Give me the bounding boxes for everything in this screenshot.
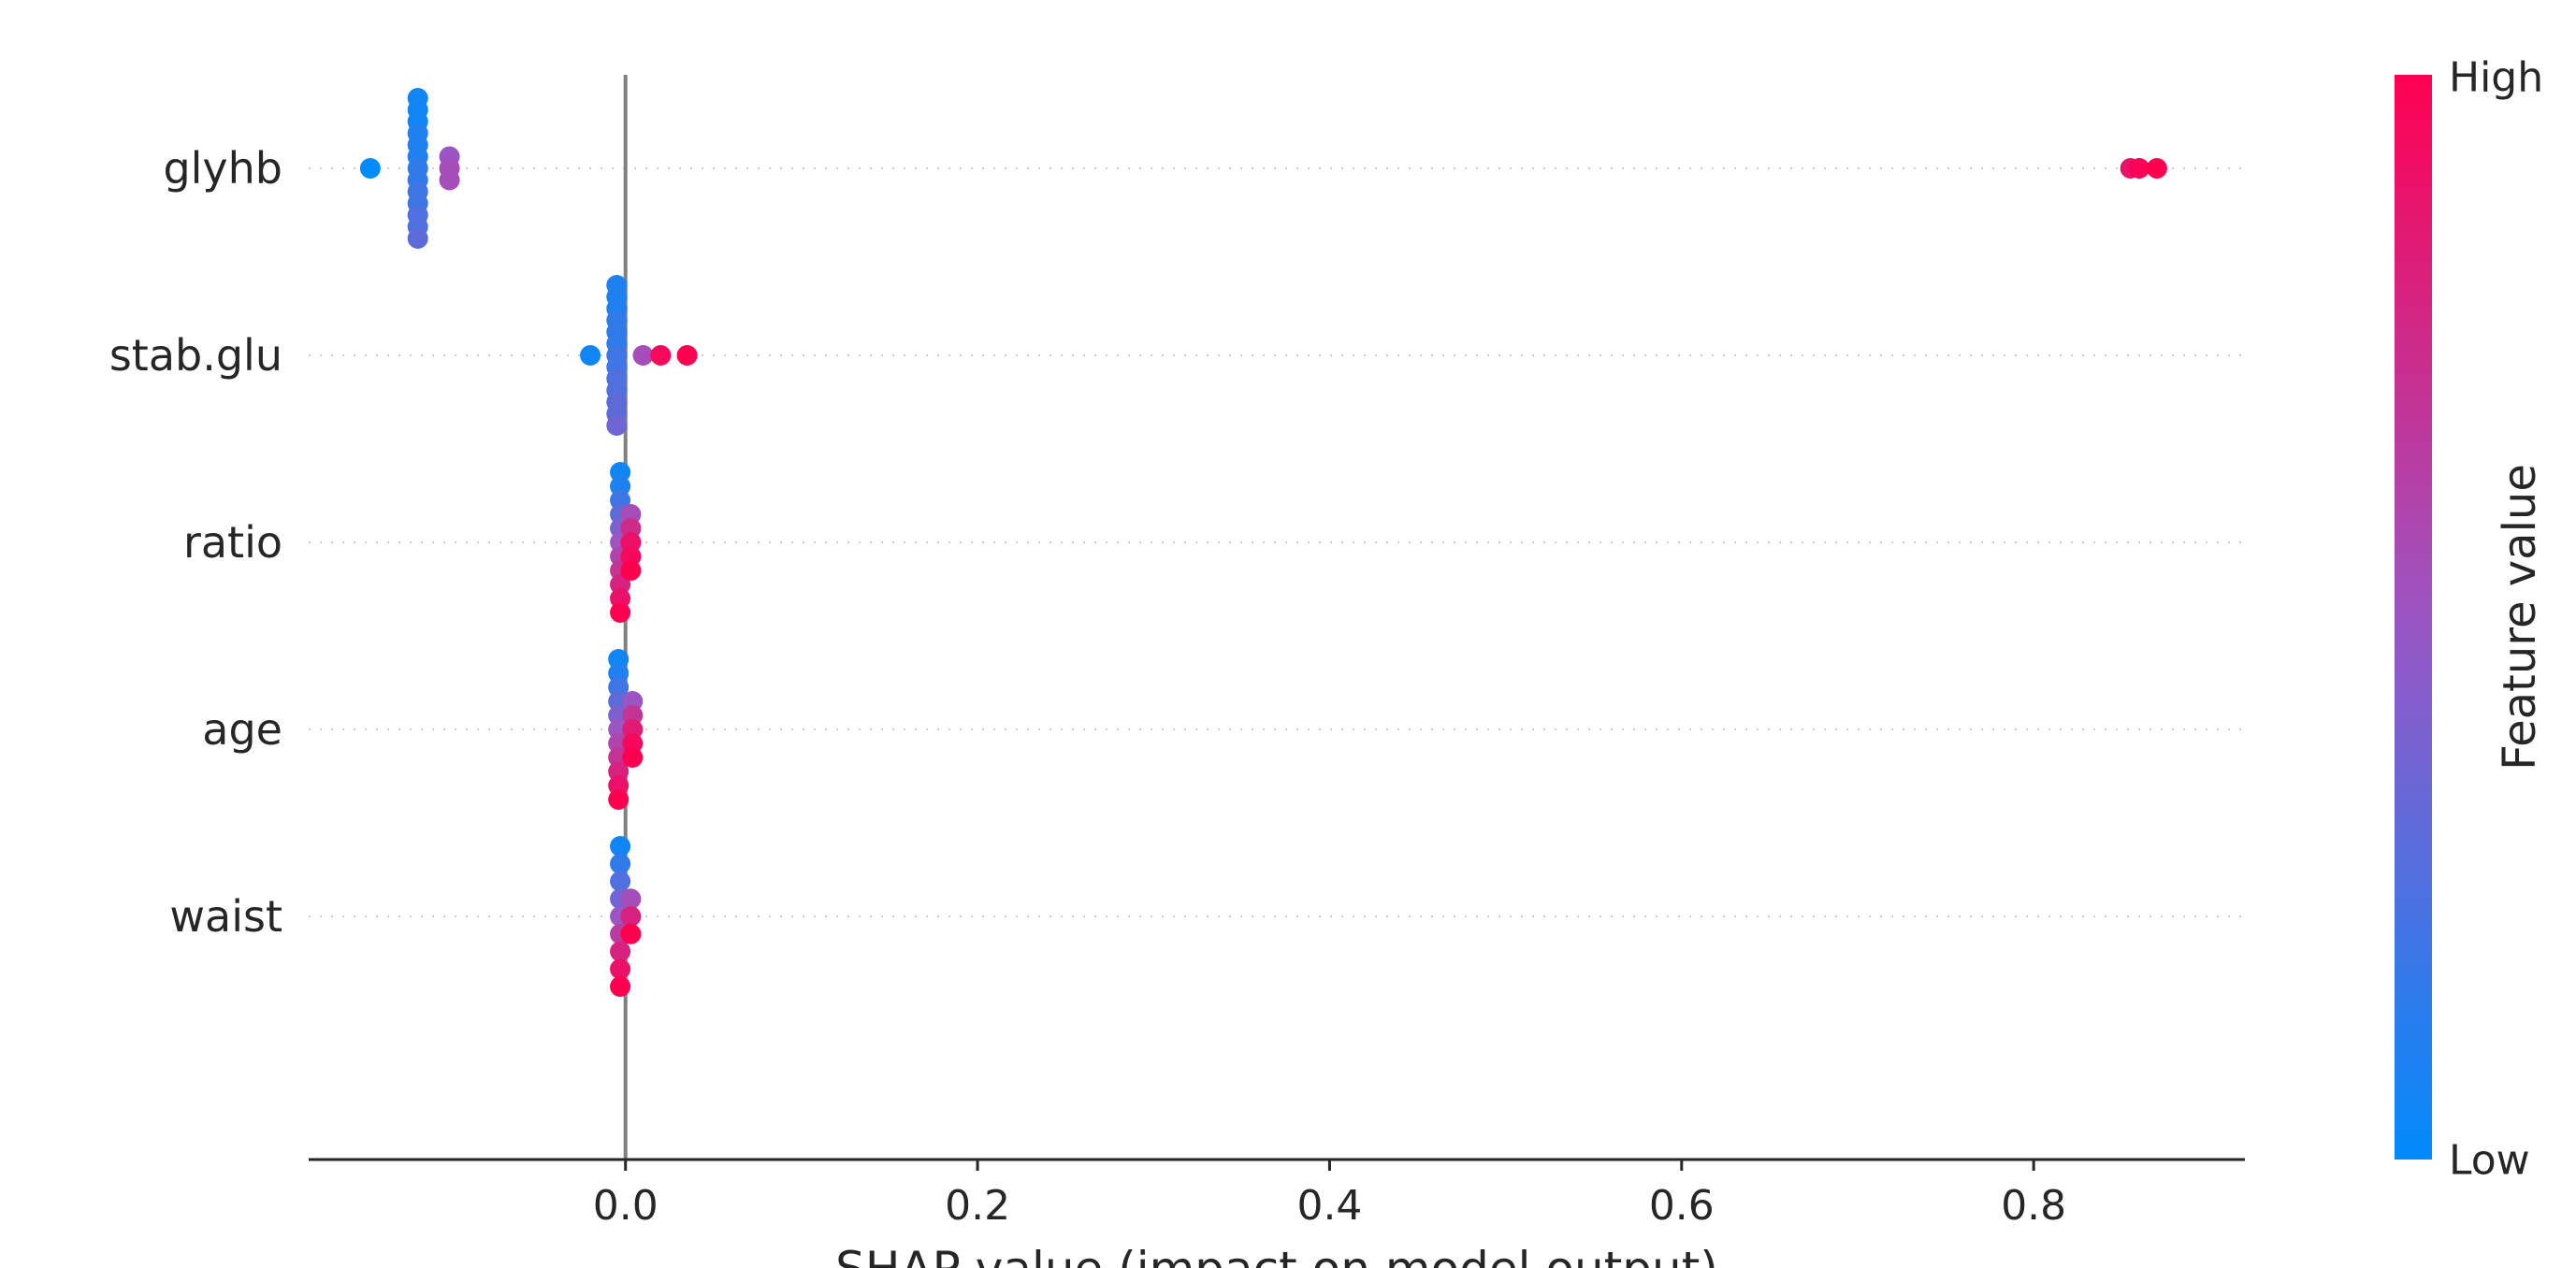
x-axis-label: SHAP value (impact on model output) [835, 1242, 1718, 1268]
colorbar-low-label: Low [2449, 1136, 2530, 1184]
shap-point [580, 345, 601, 366]
shap-point [610, 854, 630, 874]
shap-point [606, 415, 627, 436]
shap-point [610, 872, 630, 892]
chart-svg: 0.0 0.2 0.4 0.6 0.8 SHAP value (impact on mod… [0, 0, 2576, 1268]
shap-point [620, 906, 641, 927]
y-tick-label: ratio [183, 517, 282, 568]
shap-point [610, 958, 630, 979]
x-tick-label: 0.2 [945, 1182, 1010, 1230]
x-tick-label: 0.4 [1296, 1182, 1362, 1230]
shap-point [620, 924, 641, 944]
shap-point [610, 942, 630, 962]
y-tick-label: glyhb [163, 143, 282, 194]
colorbar-high-label: High [2449, 54, 2543, 102]
x-tick-label: 0.6 [1649, 1182, 1715, 1230]
colorbar [2395, 75, 2432, 1160]
y-tick-label: age [202, 704, 282, 755]
shap-point [360, 158, 381, 179]
x-tick-label: 0.0 [593, 1182, 658, 1230]
shap-summary-plot: 0.0 0.2 0.4 0.6 0.8 SHAP value (impact on mod… [0, 0, 2576, 1268]
shap-point [408, 228, 428, 249]
shap-point [610, 602, 630, 623]
shap-point [622, 747, 643, 768]
x-tick-label: 0.8 [2001, 1182, 2066, 1230]
y-tick-label: stab.glu [109, 330, 282, 381]
shap-point [440, 170, 460, 191]
shap-point [620, 560, 641, 581]
shap-point [650, 345, 671, 366]
shap-point [608, 789, 629, 810]
shap-point [620, 888, 641, 909]
shap-point [633, 345, 654, 366]
y-tick-label: waist [169, 891, 282, 942]
shap-point [2129, 158, 2149, 179]
shap-point [2147, 158, 2167, 179]
colorbar-title: Feature value [2494, 464, 2546, 771]
shap-point [677, 345, 698, 366]
shap-point [610, 976, 630, 997]
shap-point [610, 836, 630, 857]
